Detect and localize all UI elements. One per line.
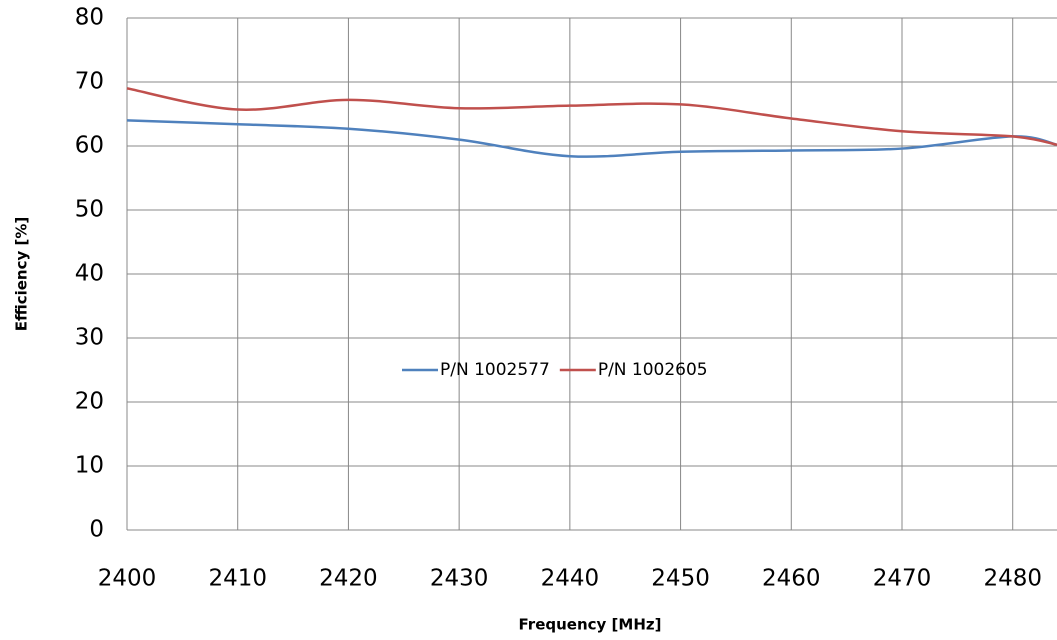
y-axis-label: Efficiency [%] [13,217,31,332]
y-tick-label: 30 [75,325,104,351]
series-line [126,119,1057,158]
x-axis-label: Frequency [MHz] [519,616,662,634]
legend-label: P/N 1002605 [598,360,708,380]
x-tick-label: 2410 [208,566,267,592]
x-tick-label: 2460 [762,566,821,592]
y-tick-label: 20 [75,389,104,415]
x-tick-label: 2420 [319,566,378,592]
y-tick-label: 70 [75,69,104,95]
y-tick-label: 10 [75,453,104,479]
series-line [126,87,1057,146]
x-tick-label: 2450 [651,566,710,592]
y-tick-label: 50 [75,197,104,223]
y-tick-label: 60 [75,133,104,159]
x-tick-label: 2470 [873,566,932,592]
legend-label: P/N 1002577 [440,360,550,380]
x-tick-label: 2440 [541,566,600,592]
y-tick-label: 40 [75,261,104,287]
x-tick-label: 2430 [430,566,489,592]
x-tick-label: 2480 [983,566,1042,592]
x-tick-label: 2400 [98,566,157,592]
y-tick-label: 80 [75,5,104,31]
y-tick-label: 0 [89,517,104,543]
